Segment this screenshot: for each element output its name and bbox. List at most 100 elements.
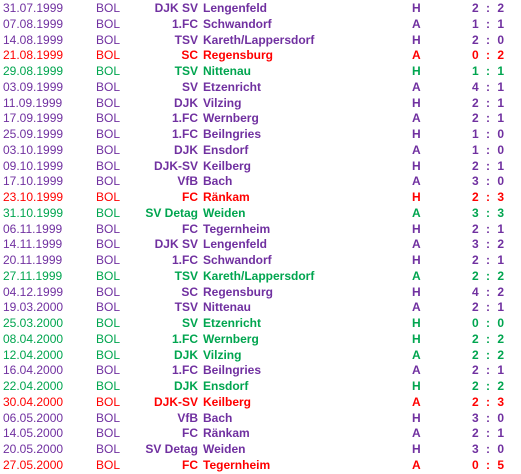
match-date: 22.04.2000 [3,379,64,393]
home-away: H [412,442,421,456]
match-row: 25.03.2000 BOL SV Etzenricht H 0 : 0 [0,315,521,332]
opponent-prefix: SV [181,316,198,330]
opponent-prefix: SV [181,79,198,94]
opponent-prefix: FC [182,221,198,236]
home-away: H [412,410,421,425]
opponent-club: Etzenricht [203,316,262,330]
match-date: 11.09.1999 [3,95,63,110]
opponent-prefix: SV Detag [145,205,198,220]
opponent-club: Bach [203,410,233,425]
match-row: 03.09.1999 BOL SV Etzenricht A 4 : 1 [0,79,521,96]
match-date: 29.08.1999 [3,64,64,78]
match-row: 12.04.2000 BOL DJK Vilzing A 2 : 2 [0,347,521,364]
team-name: BOL [96,48,121,63]
match-row: 08.04.2000 BOL 1.FC Wernberg H 2 : 2 [0,331,521,348]
team-name: BOL [96,347,121,362]
match-score: 2 : 1 [472,253,507,267]
match-score: 2 : 1 [472,221,507,236]
match-date: 17.10.1999 [3,174,64,189]
team-name: BOL [96,142,121,157]
opponent-club: Ensdorf [203,379,249,393]
team-name: BOL [96,158,121,173]
match-row: 09.10.1999 BOL DJK-SV Keilberg H 2 : 1 [0,158,521,175]
team-name: BOL [96,190,121,204]
home-away: H [412,127,421,141]
match-score: 2 : 1 [472,363,507,378]
home-away: A [412,111,421,126]
opponent-prefix: TSV [174,268,198,283]
match-row: 27.05.2000 BOL FC Tegernheim A 0 : 5 [0,457,521,474]
team-name: BOL [96,237,121,252]
opponent-club: Wernberg [203,111,259,126]
opponent-prefix: SC [181,48,198,63]
match-score: 2 : 1 [472,158,507,173]
match-date: 03.09.1999 [3,79,64,94]
opponent-prefix: DJK [173,95,198,110]
match-date: 20.11.1999 [3,253,63,267]
home-away: H [412,32,421,47]
opponent-club: Keilberg [203,394,252,409]
opponent-prefix: VfB [177,410,198,425]
home-away: H [412,284,421,299]
match-score: 2 : 1 [472,426,507,441]
match-score: 2 : 3 [472,190,507,204]
match-date: 25.09.1999 [3,127,64,141]
match-date: 19.03.2000 [3,300,64,315]
match-date: 27.05.2000 [3,457,64,472]
match-score: 1 : 0 [472,127,507,141]
team-name: BOL [96,253,121,267]
home-away: A [412,394,421,409]
team-name: BOL [96,205,121,220]
opponent-prefix: 1.FC [171,331,198,346]
match-date: 04.12.1999 [3,284,64,299]
match-score: 2 : 2 [472,379,507,393]
home-away: H [412,190,421,204]
match-row: 03.10.1999 BOL DJK Ensdorf A 1 : 0 [0,142,521,159]
match-row: 27.11.1999 BOL TSV Kareth/Lappersdorf A 2 : 2 [0,268,521,285]
match-row: 06.11.1999 BOL FC Tegernheim H 2 : 1 [0,221,521,238]
opponent-club: Schwandorf [203,253,272,267]
match-row: 11.09.1999 BOL DJK Vilzing H 2 : 1 [0,95,521,112]
match-row: 30.04.2000 BOL DJK-SV Keilberg A 2 : 3 [0,394,521,411]
opponent-club: Lengenfeld [203,1,268,15]
team-name: BOL [96,426,121,441]
opponent-prefix: DJK [173,347,198,362]
home-away: A [412,363,421,378]
opponent-club: Wernberg [203,331,259,346]
home-away: H [412,64,421,78]
match-date: 16.04.2000 [3,363,64,378]
home-away: H [412,95,421,110]
opponent-club: Vilzing [203,95,242,110]
opponent-prefix: 1.FC [171,111,198,126]
match-date: 07.08.1999 [3,16,64,31]
match-score: 4 : 1 [472,79,507,94]
match-score: 2 : 0 [472,32,507,47]
match-date: 14.11.1999 [3,237,63,252]
match-score: 0 : 0 [472,316,507,330]
opponent-club: Kareth/Lappersdorf [203,268,315,283]
team-name: BOL [96,379,121,393]
match-score: 0 : 5 [472,457,507,472]
match-score: 1 : 0 [472,142,507,157]
team-name: BOL [96,410,121,425]
opponent-prefix: 1.FC [171,127,198,141]
home-away: H [412,331,421,346]
home-away: H [412,253,421,267]
opponent-prefix: DJK SV [154,1,198,15]
match-row: 21.08.1999 BOL SC Regensburg A 0 : 2 [0,47,521,64]
match-score: 2 : 3 [472,394,507,409]
match-date: 23.10.1999 [3,190,64,204]
match-score: 0 : 2 [472,48,507,63]
match-score: 2 : 1 [472,111,507,126]
match-score: 3 : 0 [472,410,507,425]
match-date: 21.08.1999 [3,48,64,63]
match-date: 03.10.1999 [3,142,64,157]
opponent-club: Ensdorf [203,142,249,157]
opponent-prefix: DJK [173,142,198,157]
match-row: 14.11.1999 BOL DJK SV Lengenfeld A 3 : 2 [0,236,521,253]
opponent-club: Kareth/Lappersdorf [203,32,315,47]
team-name: BOL [96,316,121,330]
match-date: 09.10.1999 [3,158,64,173]
team-name: BOL [96,284,121,299]
home-away: H [412,316,421,330]
